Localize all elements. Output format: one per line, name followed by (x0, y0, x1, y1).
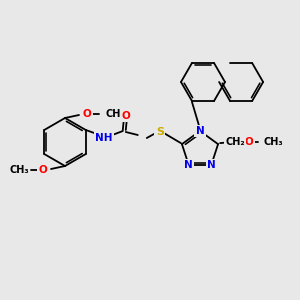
Text: O: O (122, 111, 130, 121)
Text: N: N (196, 126, 204, 136)
Text: CH₃: CH₃ (105, 109, 124, 119)
Text: N: N (184, 160, 193, 170)
Text: CH₂: CH₂ (225, 137, 245, 147)
Text: NH: NH (95, 133, 112, 143)
Text: O: O (82, 109, 91, 119)
Text: CH₃: CH₃ (9, 165, 29, 175)
Text: O: O (245, 137, 254, 147)
Text: O: O (39, 165, 47, 175)
Text: S: S (156, 127, 164, 137)
Text: CH₃: CH₃ (263, 137, 283, 147)
Text: N: N (207, 160, 215, 170)
